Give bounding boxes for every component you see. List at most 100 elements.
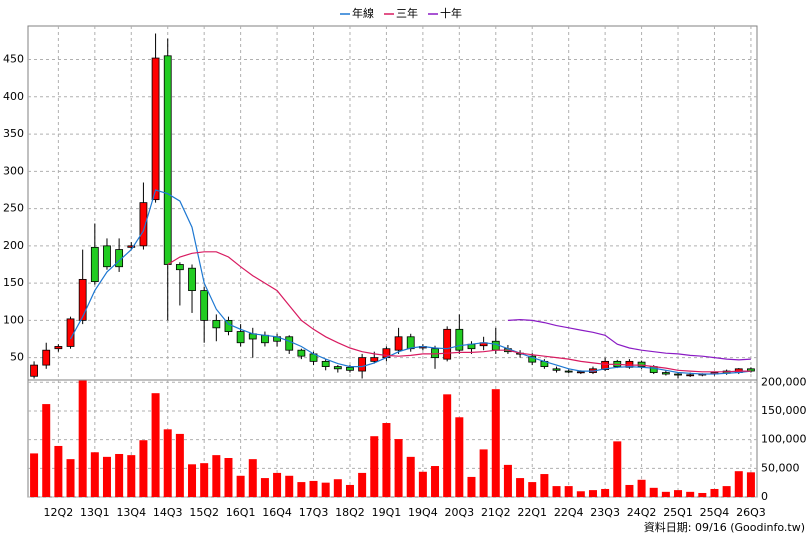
volume-bar [30, 453, 39, 497]
candle-body [747, 368, 755, 372]
y-tick-label: 200 [3, 239, 24, 252]
legend-label: 三年 [396, 6, 418, 20]
volume-bar [516, 478, 525, 497]
candle-body [370, 357, 379, 362]
candle-body [103, 245, 111, 268]
volume-bar [661, 491, 670, 497]
candle-body [333, 366, 342, 370]
x-tick-label: 19Q1 [372, 506, 402, 519]
candle-body [261, 334, 269, 344]
volume-bar [686, 491, 695, 497]
candle-body [674, 373, 682, 376]
candle-body [151, 57, 160, 201]
volume-bar [309, 480, 318, 497]
volume-bar [224, 458, 233, 497]
y2-tick-label: 100,000 [761, 433, 807, 446]
volume-bar [382, 423, 391, 497]
volume-bar [722, 486, 731, 497]
candle-body [455, 328, 464, 351]
y2-tick-label: 200,000 [761, 375, 807, 388]
candle-body [30, 364, 38, 377]
volume-bar [455, 417, 464, 497]
volume-bar [625, 484, 634, 497]
volume-bar [54, 445, 63, 497]
candle-body [321, 360, 330, 367]
x-tick-label: 13Q4 [116, 506, 146, 519]
volume-bar [418, 471, 427, 497]
candle-body [66, 318, 75, 347]
candle-body [552, 368, 561, 371]
x-tick-label: 15Q2 [189, 506, 219, 519]
y2-tick-label: 0 [761, 490, 768, 503]
volume-bar [649, 487, 658, 497]
x-tick-label: 22Q4 [554, 506, 584, 519]
candle-body [576, 371, 585, 374]
volume-bar [370, 436, 379, 497]
y-tick-label: 150 [3, 276, 24, 289]
volume-bar [528, 482, 537, 497]
y-tick-label: 250 [3, 202, 24, 215]
candle-body [175, 264, 184, 271]
volume-bar [467, 476, 476, 497]
candle-body [406, 336, 415, 350]
x-tick-label: 12Q2 [44, 506, 74, 519]
candle-body [358, 357, 367, 372]
volume-bar [443, 394, 452, 497]
volume-bar [552, 486, 561, 497]
x-tick-label: 16Q4 [262, 506, 292, 519]
candle-body [188, 267, 196, 291]
candle-body [297, 349, 306, 357]
volume-bar [698, 492, 707, 497]
plot-frame [27, 25, 758, 498]
y-tick-label: 350 [3, 127, 24, 140]
volume-bar [406, 456, 415, 497]
candle-body [564, 370, 573, 373]
volume-bar [674, 490, 683, 497]
candle-body [224, 319, 233, 332]
volume-bar [273, 472, 282, 497]
ma-line [69, 189, 751, 375]
volume-bar [503, 464, 512, 497]
x-tick-label: 22Q1 [517, 506, 547, 519]
volume-bar [576, 491, 585, 497]
candle-body [346, 366, 354, 371]
x-tick-label: 18Q2 [335, 506, 365, 519]
x-tick-label: 23Q3 [590, 506, 620, 519]
x-tick-label: 25Q4 [700, 506, 730, 519]
volume-bar [540, 474, 549, 497]
volume-bar [151, 393, 160, 497]
x-tick-label: 17Q3 [299, 506, 329, 519]
candle-body [686, 374, 695, 377]
x-tick-label: 26Q3 [736, 506, 766, 519]
x-tick-label: 24Q2 [627, 506, 657, 519]
y-tick-label: 50 [10, 351, 24, 364]
volume-bar [66, 459, 75, 497]
ma-line [167, 251, 751, 373]
volume-bar [78, 380, 87, 497]
legend-label: 年線 [352, 6, 374, 20]
candle-body [139, 202, 148, 247]
candle-body [42, 349, 51, 366]
ma-line [507, 318, 751, 361]
x-tick-label: 19Q4 [408, 506, 438, 519]
volume-bar [200, 463, 209, 497]
volume-bar [479, 449, 488, 497]
candle-body [285, 336, 294, 351]
volume-bar [431, 466, 440, 497]
candle-body [394, 336, 403, 351]
candle-body [127, 245, 136, 248]
volume-bar [163, 429, 172, 497]
volume-bar [564, 486, 573, 497]
volume-bar [42, 404, 51, 497]
y2-tick-label: 150,000 [761, 404, 807, 417]
candle-body [661, 372, 670, 375]
volume-bar [90, 452, 99, 497]
x-tick-label: 14Q3 [153, 506, 183, 519]
volume-bar [345, 484, 354, 497]
candle-body [200, 290, 209, 321]
candle-body [163, 55, 172, 265]
y-tick-label: 400 [3, 90, 24, 103]
candle-body [78, 278, 87, 321]
volume-bar [285, 475, 294, 497]
